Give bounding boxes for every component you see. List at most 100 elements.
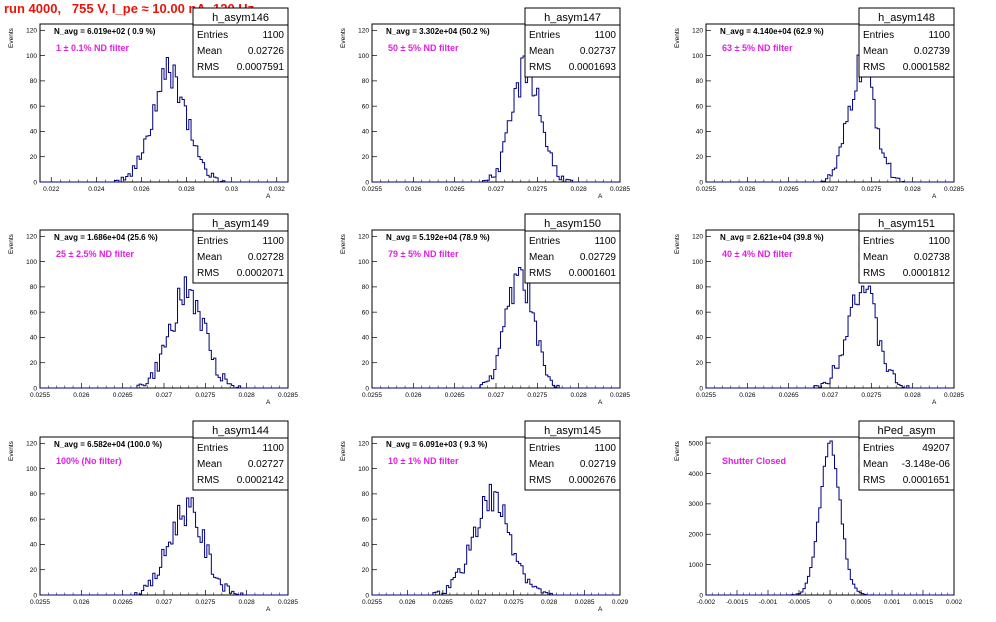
y-tick-label: 120 (358, 441, 369, 448)
stat-value: 0.02738 (914, 252, 951, 263)
x-tick-label: 0.0265 (113, 599, 133, 606)
x-tick-label: 0.0265 (445, 186, 465, 193)
x-tick-label: 0.03 (225, 186, 238, 193)
x-tick-label: 0.027 (822, 186, 839, 193)
y-tick-label: 0 (365, 385, 369, 392)
histogram-name: h_asym149 (212, 218, 269, 230)
y-tick-label: 1000 (689, 562, 704, 569)
x-tick-label: 0.027 (488, 392, 505, 399)
y-axis-label: Events (340, 233, 347, 254)
x-tick-label: 0.022 (43, 186, 60, 193)
y-tick-label: 60 (30, 103, 38, 110)
x-tick-label: 0.028 (905, 392, 922, 399)
stat-label: Mean (529, 459, 554, 470)
histogram-line (706, 54, 954, 183)
y-tick-label: 40 (30, 129, 38, 136)
y-tick-label: 120 (358, 234, 369, 241)
stat-label: RMS (529, 475, 552, 486)
y-tick-label: 5000 (689, 440, 704, 447)
stat-label: Mean (197, 459, 222, 470)
x-axis-label: A (598, 399, 603, 406)
stat-label: RMS (197, 62, 220, 73)
y-tick-label: 120 (358, 28, 369, 35)
stat-value: 0.0007591 (237, 62, 285, 73)
x-tick-label: 0.0255 (30, 392, 50, 399)
x-tick-label: 0.028 (239, 599, 256, 606)
stat-value: 0.02737 (580, 46, 617, 57)
n-avg-label: N_avg = 6.582e+04 (100.0 %) (54, 440, 162, 449)
histogram-name: hPed_asym (877, 425, 935, 437)
x-tick-label: 0.026 (739, 392, 756, 399)
stat-label: RMS (529, 268, 552, 279)
x-axis-label: A (266, 399, 271, 406)
x-tick-label: 0.026 (133, 186, 150, 193)
x-tick-label: 0.027 (156, 599, 173, 606)
stat-label: Mean (197, 46, 222, 57)
x-axis-label: A (932, 399, 937, 406)
histogram-panel-h_asym145: 0.0255 0.026 0.0265 0.027 0.0275 0.028 0.0285 0… (340, 420, 629, 613)
x-tick-label: 0.028 (905, 186, 922, 193)
x-tick-label: 0.0255 (362, 186, 382, 193)
n-avg-label: N_avg = 3.302e+04 (50.2 %) (386, 27, 490, 36)
x-tick-label: 0.028 (239, 392, 256, 399)
y-tick-label: 4000 (689, 471, 704, 478)
y-axis-label: Events (340, 440, 347, 461)
stat-label: RMS (863, 268, 886, 279)
n-avg-label: N_avg = 6.019e+02 ( 0.9 %) (54, 27, 156, 36)
stat-value: 0.0002676 (569, 475, 617, 486)
y-tick-label: 40 (362, 335, 370, 342)
y-tick-label: 100 (26, 259, 37, 266)
stats-box (858, 420, 955, 491)
y-tick-label: 20 (30, 154, 38, 161)
n-avg-label: N_avg = 5.192e+04 (78.9 %) (386, 233, 490, 242)
y-tick-label: 60 (696, 309, 704, 316)
y-tick-label: 60 (362, 103, 370, 110)
stat-value: 1100 (262, 236, 284, 247)
stat-label: Entries (529, 30, 560, 41)
histogram-panel-h_asym144: 0.0255 0.026 0.0265 0.027 0.0275 0.028 0.0285 0… (8, 420, 298, 613)
histogram-line (40, 57, 288, 183)
y-tick-label: 100 (358, 466, 369, 473)
histogram-line (372, 483, 620, 596)
y-tick-label: 0 (699, 179, 703, 186)
stat-label: Entries (529, 236, 560, 247)
x-tick-label: 0.0255 (30, 599, 50, 606)
histogram-panel-h_asym149: 0.0255 0.026 0.0265 0.027 0.0275 0.028 0.0285 0… (8, 213, 298, 406)
stat-label: Mean (863, 459, 888, 470)
x-tick-label: 0.0285 (610, 186, 630, 193)
x-tick-label: 0.026 (73, 392, 90, 399)
y-tick-label: 20 (362, 360, 370, 367)
stat-value: 0.02719 (580, 459, 617, 470)
y-tick-label: 120 (26, 234, 37, 241)
x-tick-label: 0.002 (946, 599, 963, 606)
filter-label: 100% (No filter) (56, 456, 122, 466)
histogram-name: h_asym150 (544, 218, 601, 230)
y-tick-label: 0 (33, 592, 37, 599)
y-tick-label: 0 (33, 179, 37, 186)
x-axis-label: A (598, 193, 603, 200)
x-tick-label: 0.0285 (944, 186, 964, 193)
x-tick-label: 0.0275 (195, 599, 215, 606)
histogram-line (706, 440, 954, 596)
histogram-name: h_asym144 (212, 425, 269, 437)
y-tick-label: 40 (30, 335, 38, 342)
stat-label: Entries (863, 236, 894, 247)
x-tick-label: 0.027 (822, 392, 839, 399)
x-tick-label: 0.001 (884, 599, 901, 606)
y-tick-label: 20 (696, 154, 704, 161)
x-tick-label: 0.0005 (851, 599, 871, 606)
filter-label: 25 ± 2.5% ND filter (56, 249, 134, 259)
stats-box (524, 213, 621, 284)
stat-label: RMS (197, 268, 220, 279)
y-tick-label: 100 (26, 466, 37, 473)
stat-value: 0.0001582 (903, 62, 951, 73)
y-tick-label: 40 (30, 542, 38, 549)
x-tick-label: 0.0285 (575, 599, 595, 606)
stats-box (524, 7, 621, 78)
y-tick-label: 20 (30, 360, 38, 367)
stat-value: 0.0002071 (237, 268, 285, 279)
x-tick-label: 0.0265 (779, 186, 799, 193)
x-tick-label: 0.0285 (610, 392, 630, 399)
n-avg-label: N_avg = 4.140e+04 (62.9 %) (720, 27, 824, 36)
stat-label: Entries (197, 30, 228, 41)
